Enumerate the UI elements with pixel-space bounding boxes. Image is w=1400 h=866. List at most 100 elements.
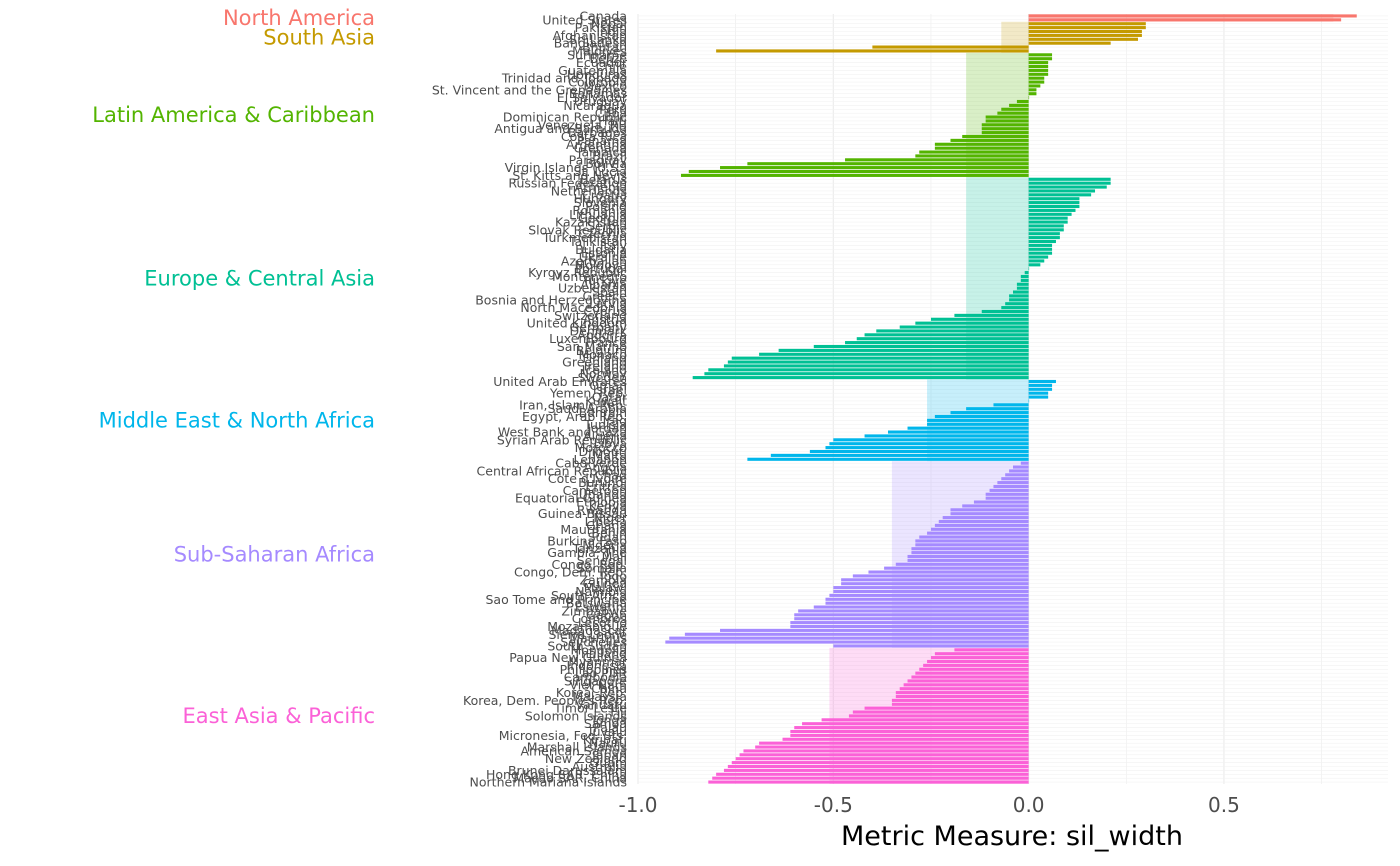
country-label: Korea, Rep. <box>556 685 627 700</box>
country-label: Burkina Faso <box>547 533 627 548</box>
x-tick-label: 0.0 <box>1013 793 1045 817</box>
country-bar <box>1028 259 1045 263</box>
country-bar <box>993 403 1029 407</box>
country-label: Qatar <box>592 390 628 405</box>
country-label: Viet Nam <box>569 677 627 692</box>
country-bar <box>911 675 1029 679</box>
region-label: North America <box>223 6 375 30</box>
country-label: Greece <box>583 288 628 303</box>
country-label: Serbia <box>587 218 627 233</box>
country-label: Guinea-Bissau <box>538 506 627 521</box>
country-label: St. Lucia <box>574 164 627 179</box>
country-bar <box>1028 84 1041 88</box>
country-bar <box>915 543 1029 547</box>
country-label: San Marino <box>557 339 627 354</box>
country-label: Vanuatu <box>575 697 627 712</box>
country-bar <box>1028 251 1053 255</box>
country-label: Japan <box>591 747 627 762</box>
country-bar <box>1016 99 1029 104</box>
country-label: Tunisia <box>583 417 627 432</box>
country-bar <box>743 749 1029 753</box>
country-label: Chile <box>596 59 628 74</box>
country-label: Mali <box>602 549 627 564</box>
country-label: Angola <box>584 460 627 475</box>
country-bar <box>720 628 1029 632</box>
country-bar <box>1028 181 1111 185</box>
country-label: Congo, Rep. <box>551 557 627 572</box>
country-bar <box>1028 177 1111 181</box>
region-label: Latin America & Caribbean <box>92 103 375 127</box>
country-label: Chad <box>595 467 627 482</box>
country-label: St. Vincent and the Grenadines <box>432 82 627 97</box>
country-bar <box>1024 271 1029 275</box>
country-bar <box>966 407 1029 411</box>
country-label: Malta <box>593 448 627 463</box>
group-average-band <box>1028 14 1334 22</box>
country-label: Mongolia <box>570 642 627 657</box>
country-bar <box>911 547 1029 551</box>
country-bar <box>981 123 1029 127</box>
country-label: Cyprus <box>583 304 627 319</box>
country-label: United Arab Emirates <box>493 374 627 389</box>
country-bar <box>864 706 1029 710</box>
country-bar <box>813 605 1029 609</box>
country-bar <box>919 535 1029 539</box>
country-label: Maldives <box>572 43 627 58</box>
country-label: Timor-Leste <box>553 701 627 716</box>
country-label: Togo <box>597 568 627 583</box>
country-label: Germany <box>570 320 628 335</box>
country-bar <box>1028 232 1060 236</box>
country-label: Costa Rica <box>561 129 627 144</box>
country-bar <box>1028 383 1053 387</box>
country-label: Lebanon <box>573 452 627 467</box>
country-label: Uruguay <box>574 94 628 109</box>
country-bar <box>927 418 1029 422</box>
country-bar <box>1028 204 1080 209</box>
country-label: Monaco <box>578 347 627 362</box>
country-label: Jordan <box>586 421 627 436</box>
region-label: Sub-Saharan Africa <box>174 543 375 567</box>
country-label: Russian Federation <box>508 176 627 191</box>
region-label: Europe & Central Asia <box>144 266 375 290</box>
country-bar <box>1009 469 1029 473</box>
country-label: Congo, Dem. Rep. <box>514 565 627 580</box>
country-label: West Bank and Gaza <box>498 425 627 440</box>
country-label: Cameroon <box>563 483 627 498</box>
country-label: Poland <box>585 199 627 214</box>
country-bar <box>692 376 1029 380</box>
country-bar <box>891 698 1029 702</box>
country-label: Belgium <box>576 343 627 358</box>
country-label: Cabo Verde <box>555 456 627 471</box>
country-label: Virgin Islands (U.S.) <box>505 160 627 175</box>
country-label: Iceland <box>582 362 627 377</box>
country-bar <box>915 671 1029 675</box>
country-label: Slovak Republic <box>528 222 627 237</box>
country-label: Hong Kong SAR, China <box>486 767 627 782</box>
country-bar <box>911 551 1029 555</box>
country-label: Equatorial Guinea <box>515 491 627 506</box>
country-bar <box>759 741 1029 745</box>
country-bar <box>1028 29 1142 34</box>
country-bar <box>852 710 1029 714</box>
country-label: Oman <box>589 378 627 393</box>
country-label: Uganda <box>579 487 627 502</box>
country-label: Haiti <box>598 113 627 128</box>
country-bar <box>1013 465 1029 469</box>
country-bar <box>930 317 1029 321</box>
country-bar <box>856 337 1029 341</box>
country-label: Myanmar <box>568 654 628 669</box>
country-label: Colombia <box>568 75 627 90</box>
country-label: Bahrain <box>579 405 627 420</box>
country-label: Iran, Islamic Rep. <box>519 397 627 412</box>
country-bar <box>1028 220 1068 224</box>
country-label: Kuwait <box>585 393 627 408</box>
country-bar <box>739 753 1029 757</box>
country-label: Djibouti <box>579 444 627 459</box>
country-label: Bulgaria <box>575 242 627 257</box>
country-bar <box>934 146 1029 150</box>
country-bar <box>927 422 1029 426</box>
country-bar <box>989 488 1029 492</box>
country-bar <box>833 438 1029 442</box>
country-label: Gambia, The <box>547 545 627 560</box>
